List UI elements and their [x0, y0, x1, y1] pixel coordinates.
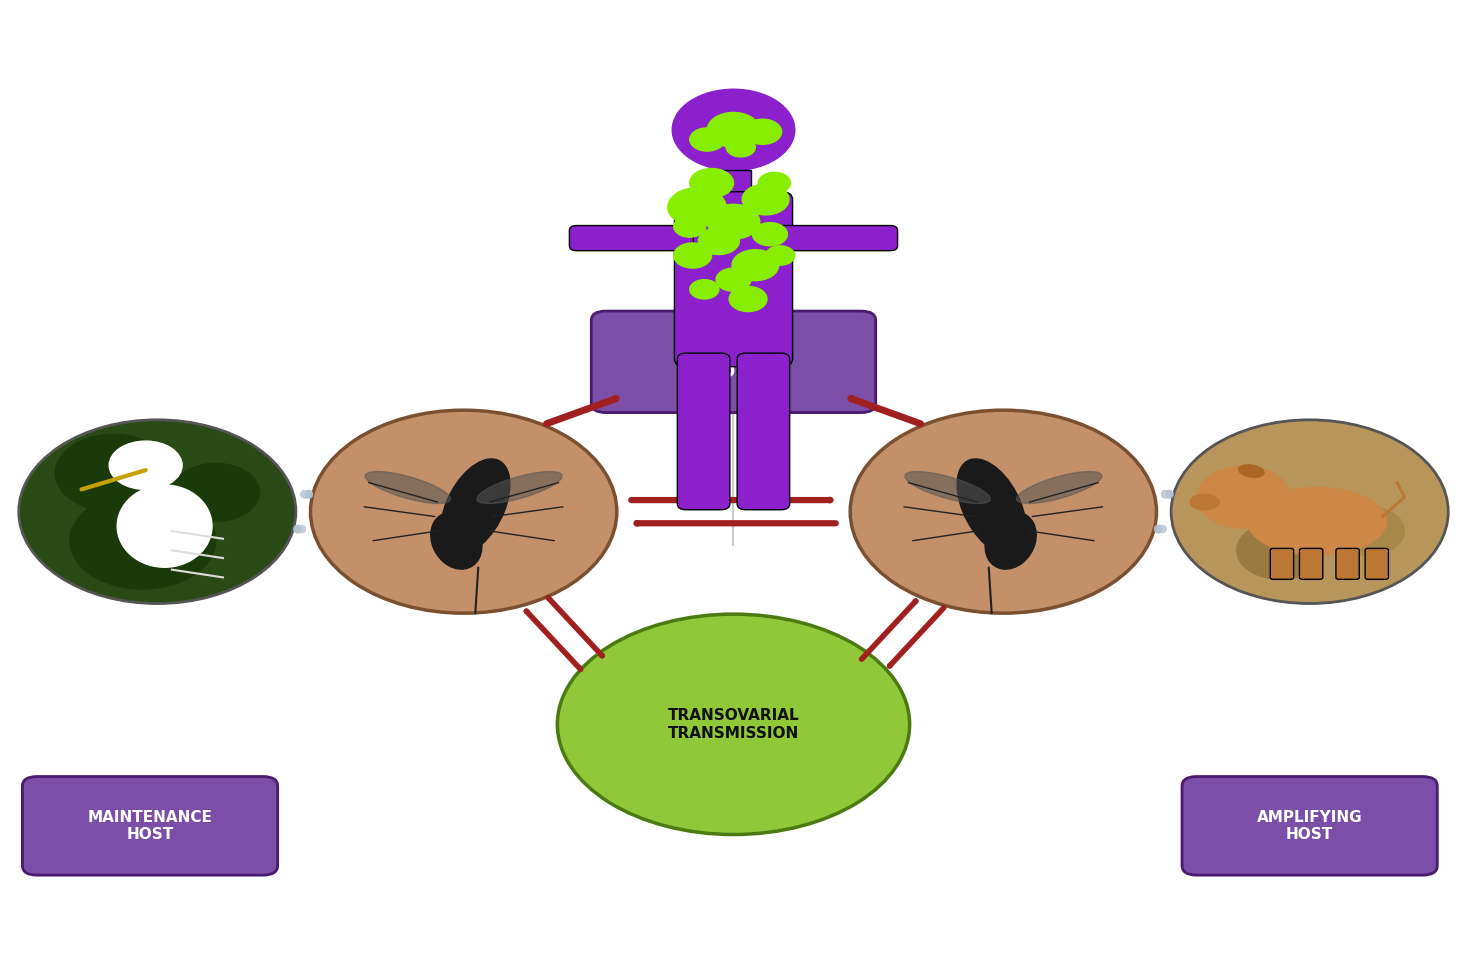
Text: DEAD-END
HOST: DEAD-END HOST — [681, 342, 786, 381]
Text: TRANSOVARIAL
TRANSMISSION: TRANSOVARIAL TRANSMISSION — [667, 708, 800, 741]
FancyBboxPatch shape — [716, 171, 751, 200]
Circle shape — [707, 205, 760, 239]
Circle shape — [766, 246, 795, 265]
Ellipse shape — [1238, 465, 1265, 478]
Text: AMPLIFYING
HOST: AMPLIFYING HOST — [1257, 809, 1363, 842]
Ellipse shape — [956, 459, 1027, 555]
Circle shape — [1332, 507, 1404, 555]
Circle shape — [689, 280, 719, 299]
Circle shape — [1171, 420, 1448, 604]
Circle shape — [753, 222, 788, 246]
Circle shape — [744, 119, 782, 144]
Ellipse shape — [1247, 488, 1386, 555]
Ellipse shape — [431, 512, 483, 569]
Circle shape — [667, 188, 726, 226]
Circle shape — [707, 112, 760, 147]
Ellipse shape — [440, 459, 511, 555]
FancyBboxPatch shape — [1270, 548, 1294, 579]
Circle shape — [673, 243, 711, 268]
Circle shape — [172, 463, 260, 522]
Circle shape — [729, 287, 767, 312]
Circle shape — [1237, 522, 1325, 579]
FancyBboxPatch shape — [675, 192, 792, 367]
Text: MAINTENANCE
HOST: MAINTENANCE HOST — [88, 809, 213, 842]
Ellipse shape — [1190, 494, 1219, 510]
FancyBboxPatch shape — [736, 353, 789, 510]
Circle shape — [758, 173, 791, 194]
Circle shape — [698, 227, 739, 254]
Ellipse shape — [984, 512, 1036, 569]
Circle shape — [716, 268, 751, 292]
Circle shape — [672, 90, 795, 171]
Ellipse shape — [477, 472, 562, 503]
Circle shape — [689, 169, 734, 198]
Ellipse shape — [365, 472, 450, 503]
Circle shape — [311, 410, 616, 613]
Circle shape — [726, 137, 756, 157]
Circle shape — [673, 215, 706, 237]
Ellipse shape — [905, 472, 990, 503]
Circle shape — [742, 184, 789, 214]
Ellipse shape — [1017, 472, 1102, 503]
Circle shape — [109, 441, 182, 489]
Circle shape — [56, 434, 172, 512]
Ellipse shape — [117, 486, 213, 567]
Circle shape — [19, 420, 296, 604]
Circle shape — [1197, 466, 1291, 528]
FancyBboxPatch shape — [591, 311, 876, 412]
FancyBboxPatch shape — [569, 225, 694, 251]
Circle shape — [689, 128, 725, 151]
FancyBboxPatch shape — [678, 353, 731, 510]
Ellipse shape — [557, 614, 910, 835]
Circle shape — [732, 250, 779, 281]
FancyBboxPatch shape — [1336, 548, 1360, 579]
FancyBboxPatch shape — [1366, 548, 1388, 579]
FancyBboxPatch shape — [1300, 548, 1323, 579]
Circle shape — [70, 492, 216, 589]
Circle shape — [851, 410, 1156, 613]
FancyBboxPatch shape — [1182, 776, 1438, 876]
FancyBboxPatch shape — [773, 225, 898, 251]
FancyBboxPatch shape — [22, 776, 277, 876]
Circle shape — [1222, 483, 1281, 522]
